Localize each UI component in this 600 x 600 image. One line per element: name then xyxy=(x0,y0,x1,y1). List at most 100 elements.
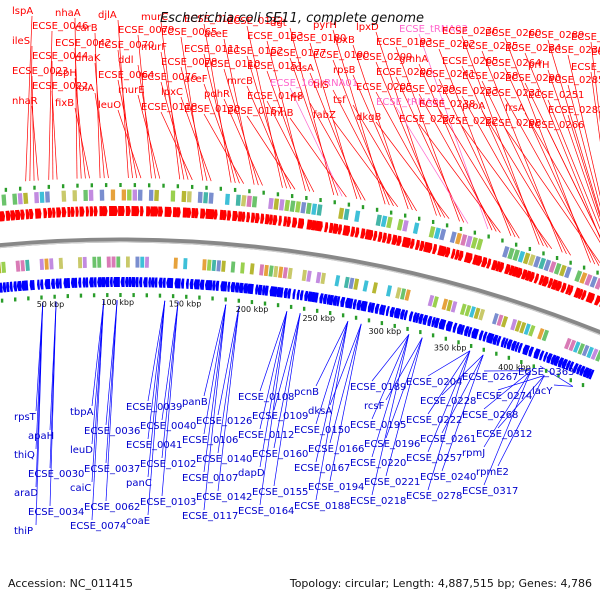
feature-leader-line xyxy=(49,301,57,507)
feature-leader-line xyxy=(74,17,78,179)
forward-feature-band xyxy=(412,222,420,235)
forward-strand-gene xyxy=(20,209,25,220)
inner-marker xyxy=(211,296,214,301)
scale-tick-label: 150 kbp xyxy=(169,300,202,309)
inner-marker xyxy=(158,293,162,298)
forward-strand-gene xyxy=(515,267,523,279)
feature-label-top: nhaR xyxy=(12,96,38,107)
reverse-strand-gene xyxy=(379,304,384,315)
forward-strand-gene xyxy=(547,277,554,289)
forward-strand-gene xyxy=(199,208,206,219)
feature-leader-line xyxy=(217,305,240,454)
reverse-strand-gene xyxy=(464,325,470,337)
feature-label-bottom: ECSE_0267 xyxy=(462,372,518,383)
feature-leader-line xyxy=(137,94,161,179)
reverse-strand-gene xyxy=(196,279,200,290)
feature-leader-line xyxy=(385,337,423,477)
feature-leader-line xyxy=(289,27,335,196)
forward-strand-gene xyxy=(577,288,584,300)
reverse-strand-gene xyxy=(367,302,372,313)
inner-feature-band xyxy=(519,321,527,334)
reverse-strand-gene xyxy=(222,281,228,292)
feature-label-bottom: ECSE_0363 xyxy=(518,367,574,378)
reverse-strand-gene xyxy=(93,277,97,288)
feature-label-top: ECSE_0285 xyxy=(548,75,600,86)
outer-marker xyxy=(90,183,94,188)
reverse-strand-gene xyxy=(37,279,40,290)
feature-label-top: ECSE_0234 xyxy=(505,43,561,54)
inner-marker xyxy=(27,296,30,301)
feature-label-bottom: ECSE_0317 xyxy=(462,486,518,497)
forward-strand-gene xyxy=(504,263,511,275)
forward-strand-gene xyxy=(75,206,79,217)
feature-leader-line xyxy=(371,334,410,382)
feature-leader-line xyxy=(332,59,390,206)
forward-strand-gene xyxy=(222,210,227,221)
reverse-strand-gene xyxy=(255,284,259,295)
forward-strand-gene xyxy=(194,208,199,219)
scale-tick-label: 100 kbp xyxy=(101,298,134,307)
feature-label-top: ECSE_0231 xyxy=(485,88,541,99)
feature-leader-line xyxy=(180,36,204,181)
forward-feature-band xyxy=(548,261,557,273)
inner-feature-band xyxy=(353,278,360,290)
forward-strand-gene xyxy=(237,211,243,222)
reverse-strand-gene xyxy=(482,331,488,342)
forward-strand-gene xyxy=(414,239,420,251)
forward-strand-gene xyxy=(324,222,329,233)
feature-label-bottom: panC xyxy=(126,478,152,489)
forward-strand-gene xyxy=(158,206,164,217)
outer-marker xyxy=(459,226,463,231)
forward-feature-band xyxy=(439,228,447,241)
feature-label-bottom: ECSE_0204 xyxy=(406,377,462,388)
feature-label-top: ECSE_0157 xyxy=(227,106,283,117)
inner-marker xyxy=(380,321,384,326)
forward-feature-band xyxy=(428,226,436,238)
inner-marker xyxy=(171,294,175,299)
forward-feature-band xyxy=(538,257,547,270)
outer-marker xyxy=(290,194,294,199)
scale-tick-label: 200 kbp xyxy=(236,305,269,314)
feature-leader-line xyxy=(160,21,181,180)
feature-label-bottom: ECSE_0062 xyxy=(84,502,140,513)
feature-label-top: dgt xyxy=(270,18,287,29)
feature-label-bottom: ECSE_0278 xyxy=(406,491,462,502)
feature-label-top: ECSE_0148 xyxy=(247,91,303,102)
feature-label-top: ECSE_16SrRNA01 xyxy=(270,78,358,89)
outer-marker xyxy=(582,265,586,270)
forward-strand-gene xyxy=(43,208,48,219)
reverse-strand-gene xyxy=(279,287,284,298)
feature-label-top: ECSE_0202 xyxy=(419,39,475,50)
feature-label-top: rnhB xyxy=(270,108,294,119)
feature-leader-line xyxy=(266,70,311,192)
forward-strand-gene xyxy=(260,213,265,224)
feature-label-bottom: ECSE_0126 xyxy=(196,416,252,427)
reverse-strand-gene xyxy=(356,299,362,311)
feature-label-top: ECSE_0044 xyxy=(32,51,88,62)
reverse-strand-gene xyxy=(533,348,539,359)
reverse-strand-gene xyxy=(31,279,35,291)
feature-label-top: ECSE_0190 xyxy=(313,50,369,61)
reverse-strand-gene xyxy=(553,355,561,367)
outer-marker xyxy=(361,205,365,210)
reverse-strand-gene xyxy=(582,367,590,378)
forward-feature-band xyxy=(295,201,301,213)
feature-label-bottom: ECSE_0220 xyxy=(350,458,406,469)
feature-leader-line xyxy=(553,384,573,387)
forward-strand-gene xyxy=(396,235,402,247)
forward-strand-gene xyxy=(254,212,260,224)
reverse-strand-gene xyxy=(396,308,402,319)
feature-label-top: ECSE_0132 xyxy=(227,16,283,27)
feature-label-bottom: coaE xyxy=(126,516,150,527)
feature-label-top: lspA xyxy=(12,6,33,17)
reverse-strand-gene xyxy=(328,294,334,306)
feature-label-bottom: ECSE_0108 xyxy=(238,392,294,403)
reverse-strand-gene xyxy=(185,278,189,289)
feature-leader-line xyxy=(180,96,212,182)
feature-label-bottom: thiQ xyxy=(14,450,35,461)
feature-leader-line xyxy=(266,100,315,193)
forward-strand-gene xyxy=(444,247,451,258)
feature-leader-line xyxy=(371,334,410,496)
forward-feature-band xyxy=(300,201,307,214)
feature-label-top: carB xyxy=(75,23,98,34)
